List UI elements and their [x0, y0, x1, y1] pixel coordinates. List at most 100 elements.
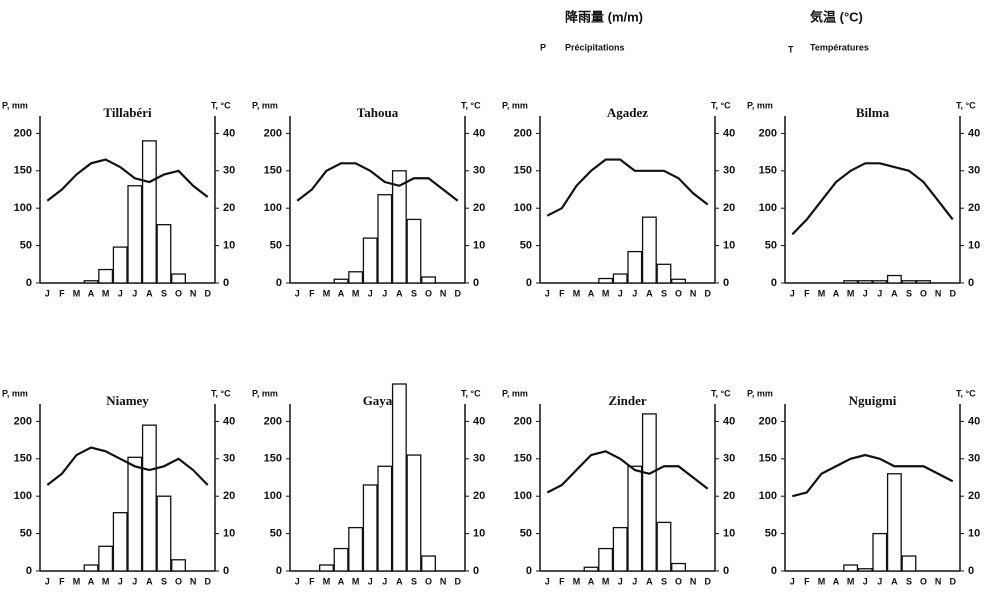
- y2-tick-label: 30: [473, 165, 485, 177]
- y2-axis-label: T, °C: [461, 388, 481, 398]
- x-tick-label: F: [309, 576, 315, 586]
- x-tick-label: J: [295, 288, 300, 298]
- temperature-line: [46, 158, 209, 202]
- chart-title: Gaya: [363, 393, 393, 408]
- bar: [857, 568, 873, 572]
- y-tick-label: 100: [264, 490, 282, 502]
- x-tick-label: N: [440, 576, 447, 586]
- x-tick-label: D: [949, 576, 956, 586]
- x-tick-label: A: [891, 288, 898, 298]
- x-tick-label: M: [352, 288, 360, 298]
- y-tick-label: 50: [520, 240, 532, 252]
- y2-tick-label: 30: [968, 165, 980, 177]
- x-tick-label: F: [804, 288, 810, 298]
- legend-label: Précipitations: [565, 42, 625, 52]
- bar: [171, 273, 186, 284]
- x-tick-label: M: [818, 288, 826, 298]
- bar: [141, 424, 157, 572]
- x-tick-label: O: [675, 288, 682, 298]
- chart-title: Niamey: [106, 393, 149, 408]
- y-tick-label: 100: [759, 490, 777, 502]
- x-tick-label: J: [118, 288, 123, 298]
- x-tick-label: J: [618, 288, 623, 298]
- temperature-line: [46, 446, 209, 486]
- bar: [348, 526, 364, 572]
- bar: [843, 280, 859, 284]
- x-tick-label: J: [382, 288, 387, 298]
- bar: [916, 280, 931, 284]
- y2-axis-label: T, °C: [956, 388, 976, 398]
- y-tick-label: 200: [514, 127, 532, 139]
- y2-tick-label: 10: [473, 528, 485, 540]
- x-tick-label: A: [396, 576, 403, 586]
- x-tick-label: D: [704, 576, 711, 586]
- y-axis-label: P, mm: [252, 100, 278, 110]
- legend-symbol: T: [788, 44, 794, 54]
- bar: [656, 263, 672, 284]
- chart-title: Agadez: [607, 105, 648, 120]
- y-tick-label: 0: [26, 565, 32, 577]
- y2-tick-label: 20: [723, 490, 735, 502]
- y2-tick-label: 40: [223, 415, 235, 427]
- x-tick-label: N: [690, 288, 697, 298]
- x-tick-label: M: [102, 288, 110, 298]
- legend-symbol: P: [540, 42, 546, 52]
- chart-title: Zinder: [608, 393, 647, 408]
- y-tick-label: 100: [514, 490, 532, 502]
- x-tick-label: A: [833, 576, 840, 586]
- y-tick-label: 0: [276, 277, 282, 289]
- x-tick-label: J: [132, 576, 137, 586]
- temperature-line: [546, 158, 709, 217]
- legend-heading: 気温 (°C): [810, 9, 863, 24]
- y-tick-label: 0: [526, 277, 532, 289]
- x-tick-label: D: [949, 288, 956, 298]
- x-tick-label: N: [935, 576, 942, 586]
- x-tick-label: J: [618, 576, 623, 586]
- bar: [627, 465, 643, 572]
- x-tick-label: M: [352, 576, 360, 586]
- y-tick-label: 100: [14, 490, 32, 502]
- y2-tick-label: 20: [968, 202, 980, 214]
- y-tick-label: 100: [264, 202, 282, 214]
- y-axis-label: P, mm: [2, 100, 28, 110]
- x-tick-label: D: [704, 288, 711, 298]
- x-tick-label: A: [588, 288, 595, 298]
- y2-tick-label: 40: [723, 415, 735, 427]
- y2-tick-label: 40: [223, 127, 235, 139]
- x-tick-label: J: [877, 576, 882, 586]
- y2-tick-label: 40: [473, 127, 485, 139]
- x-tick-label: S: [411, 288, 417, 298]
- x-tick-label: M: [847, 576, 855, 586]
- y-tick-label: 150: [759, 453, 777, 465]
- legend-heading: 降雨量 (m/m): [565, 9, 643, 24]
- y2-tick-label: 10: [473, 240, 485, 252]
- x-tick-label: D: [454, 288, 461, 298]
- x-tick-label: M: [323, 576, 331, 586]
- bar: [83, 564, 99, 572]
- x-tick-label: J: [877, 288, 882, 298]
- y-tick-label: 50: [765, 528, 777, 540]
- y2-tick-label: 40: [723, 127, 735, 139]
- bar: [98, 545, 114, 572]
- y-tick-label: 150: [514, 165, 532, 177]
- bar: [333, 278, 349, 284]
- x-tick-label: J: [632, 288, 637, 298]
- x-tick-label: O: [175, 576, 182, 586]
- x-tick-label: J: [118, 576, 123, 586]
- y2-tick-label: 10: [223, 528, 235, 540]
- chart-title: Bilma: [856, 105, 890, 120]
- y2-axis-label: T, °C: [461, 100, 481, 110]
- x-tick-label: F: [804, 576, 810, 586]
- bar: [612, 273, 628, 284]
- x-tick-label: M: [847, 288, 855, 298]
- x-tick-label: M: [73, 288, 81, 298]
- bar: [641, 413, 657, 572]
- y-tick-label: 0: [526, 565, 532, 577]
- y2-tick-label: 0: [223, 565, 229, 577]
- x-tick-label: J: [632, 576, 637, 586]
- y-tick-label: 50: [270, 528, 282, 540]
- x-tick-label: A: [146, 288, 153, 298]
- y-tick-label: 50: [20, 240, 32, 252]
- chart-title: Tillabéri: [103, 105, 152, 120]
